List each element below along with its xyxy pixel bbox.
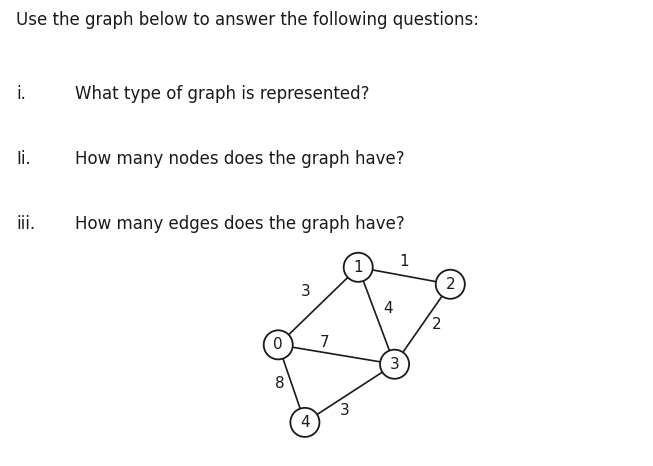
Text: 3: 3	[340, 403, 350, 418]
Text: i.: i.	[16, 85, 26, 103]
Text: Use the graph below to answer the following questions:: Use the graph below to answer the follow…	[16, 11, 479, 29]
Text: 2: 2	[432, 317, 442, 332]
Text: 1: 1	[353, 260, 363, 275]
Text: 1: 1	[400, 254, 409, 269]
Circle shape	[343, 253, 373, 282]
Text: How many nodes does the graph have?: How many nodes does the graph have?	[75, 150, 405, 168]
Text: What type of graph is represented?: What type of graph is represented?	[75, 85, 370, 103]
Text: 4: 4	[384, 301, 393, 316]
Text: 7: 7	[319, 335, 329, 350]
Circle shape	[291, 408, 319, 437]
Circle shape	[436, 270, 465, 299]
Text: 3: 3	[390, 357, 400, 372]
Text: 0: 0	[274, 337, 283, 352]
Text: 4: 4	[300, 415, 310, 430]
Text: Ii.: Ii.	[16, 150, 31, 168]
Text: 8: 8	[275, 376, 284, 391]
Circle shape	[380, 350, 409, 379]
Circle shape	[264, 330, 293, 359]
Text: 3: 3	[301, 284, 311, 299]
Text: iii.: iii.	[16, 215, 35, 233]
Text: How many edges does the graph have?: How many edges does the graph have?	[75, 215, 405, 233]
Text: 2: 2	[445, 277, 455, 292]
